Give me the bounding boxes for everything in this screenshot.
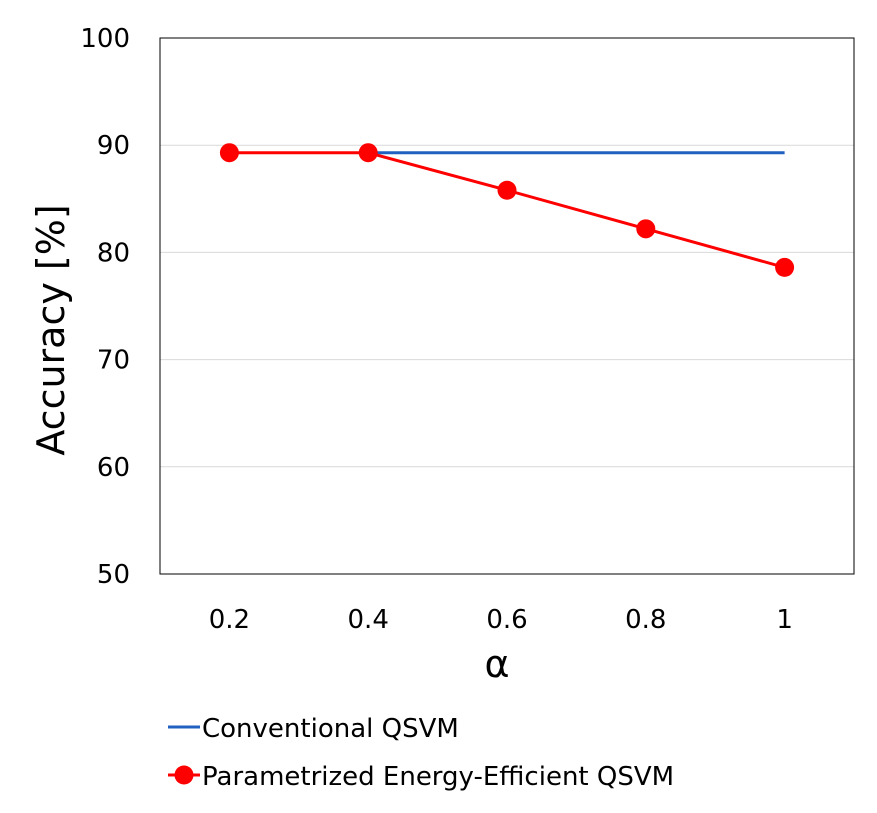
legend: Conventional QSVM Parametrized Energy-Eff… bbox=[168, 714, 674, 792]
data-point bbox=[219, 143, 239, 163]
gridlines bbox=[160, 144, 854, 468]
legend-label-1: Parametrized Energy-Efficient QSVM bbox=[202, 762, 674, 792]
data-point bbox=[358, 143, 378, 163]
y-tick-label: 80 bbox=[97, 238, 130, 268]
x-tick-labels: 0.2 0.4 0.6 0.8 1 bbox=[209, 605, 793, 635]
legend-label-0: Conventional QSVM bbox=[202, 714, 459, 744]
y-tick-label: 70 bbox=[97, 346, 130, 376]
y-tick-label: 50 bbox=[97, 560, 130, 590]
x-tick-label: 0.8 bbox=[625, 605, 666, 635]
legend-marker-1 bbox=[174, 765, 194, 785]
x-tick-label: 1 bbox=[776, 605, 793, 635]
y-axis-title: Accuracy [%] bbox=[29, 204, 73, 455]
y-tick-labels: 50 60 70 80 90 100 bbox=[80, 24, 130, 590]
series-line-1 bbox=[229, 151, 786, 269]
series bbox=[219, 143, 795, 277]
y-tick-label: 60 bbox=[97, 453, 130, 483]
x-axis-title: α bbox=[484, 642, 509, 686]
data-point bbox=[775, 257, 795, 277]
plot-frame bbox=[159, 37, 855, 575]
x-tick-label: 0.4 bbox=[348, 605, 389, 635]
data-point bbox=[497, 180, 517, 200]
data-point bbox=[636, 219, 656, 239]
y-tick-label: 90 bbox=[97, 131, 130, 161]
x-tick-label: 0.2 bbox=[209, 605, 250, 635]
y-tick-label: 100 bbox=[80, 24, 130, 54]
x-tick-label: 0.6 bbox=[486, 605, 527, 635]
